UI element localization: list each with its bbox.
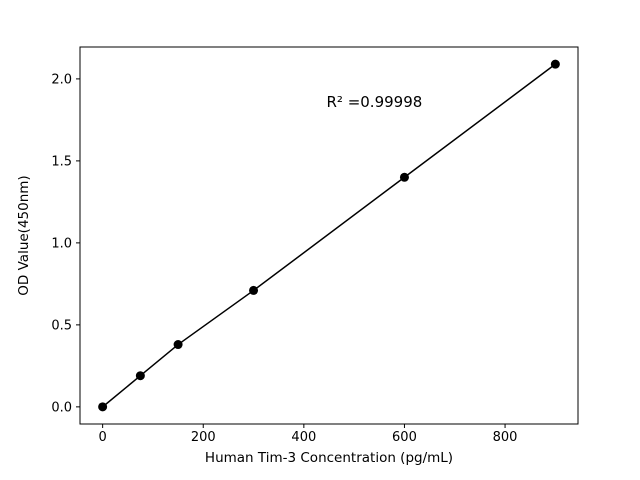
- data-point: [98, 402, 108, 412]
- y-tick-label: 1.5: [51, 154, 72, 169]
- y-tick-label: 0.0: [51, 400, 72, 415]
- data-point: [249, 285, 259, 295]
- x-tick-label: 600: [392, 430, 417, 445]
- data-point: [173, 340, 183, 350]
- x-axis-label: Human Tim-3 Concentration (pg/mL): [205, 450, 453, 466]
- x-tick-label: 800: [493, 430, 518, 445]
- plot-border: [79, 46, 579, 425]
- x-tick-label: 0: [98, 430, 106, 445]
- y-tick-label: 2.0: [51, 72, 72, 87]
- y-axis-label: OD Value(450nm): [16, 175, 32, 295]
- data-point: [550, 59, 560, 69]
- data-point: [135, 371, 145, 381]
- fit-line: [102, 63, 556, 408]
- y-tick-label: 1.0: [51, 236, 72, 251]
- x-tick-label: 400: [291, 430, 316, 445]
- r-squared-annotation: R² =0.99998: [326, 93, 422, 111]
- x-tick-label: 200: [191, 430, 216, 445]
- y-tick-label: 0.5: [51, 318, 72, 333]
- plot-area: 0 200 400 600 800 0.0 0.5 1.0 1.5 2.0: [51, 46, 579, 445]
- data-point: [399, 172, 409, 182]
